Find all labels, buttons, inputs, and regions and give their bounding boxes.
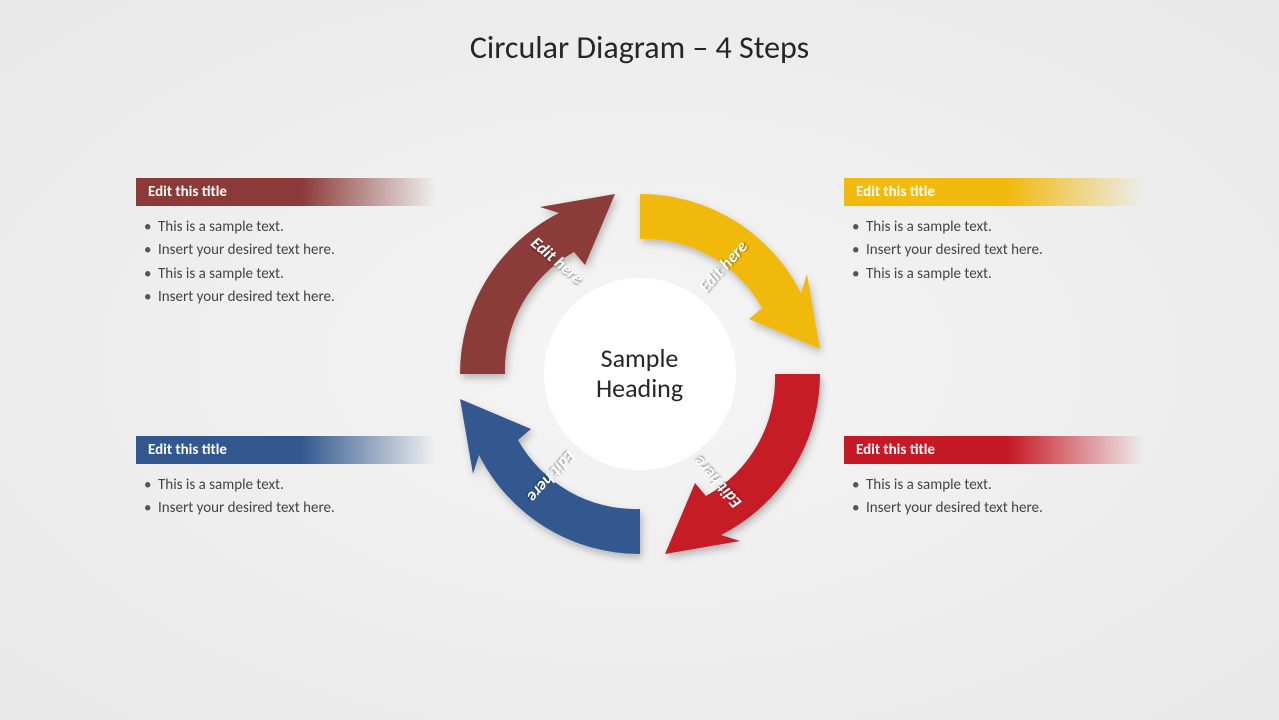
list-item: Insert your desired text here. (852, 497, 1144, 520)
callout-list-br: This is a sample text. Insert your desir… (852, 474, 1144, 521)
callout-top-right: Edit this title This is a sample text. I… (844, 178, 1144, 286)
list-item: Insert your desired text here. (144, 497, 436, 520)
page-title: Circular Diagram – 4 Steps (0, 28, 1279, 67)
list-item: Insert your desired text here. (144, 286, 436, 309)
center-heading: Sample Heading (596, 345, 683, 405)
callout-top-left: Edit this title This is a sample text. I… (136, 178, 436, 309)
list-item: Insert your desired text here. (852, 239, 1144, 262)
list-item: This is a sample text. (144, 474, 436, 497)
list-item: This is a sample text. (144, 263, 436, 286)
list-item: This is a sample text. (852, 216, 1144, 239)
callout-list-bl: This is a sample text. Insert your desir… (144, 474, 436, 521)
list-item: Insert your desired text here. (144, 239, 436, 262)
callout-bottom-right: Edit this title This is a sample text. I… (844, 436, 1144, 521)
list-item: This is a sample text. (852, 474, 1144, 497)
center-line1: Sample (601, 343, 679, 375)
callout-bar-tl: Edit this title (136, 178, 436, 206)
callout-bottom-left: Edit this title This is a sample text. I… (136, 436, 436, 521)
center-line2: Heading (596, 372, 683, 404)
callout-list-tr: This is a sample text. Insert your desir… (852, 216, 1144, 286)
list-item: This is a sample text. (144, 216, 436, 239)
callout-bar-br: Edit this title (844, 436, 1144, 464)
callout-list-tl: This is a sample text. Insert your desir… (144, 216, 436, 309)
callout-bar-bl: Edit this title (136, 436, 436, 464)
callout-bar-tr: Edit this title (844, 178, 1144, 206)
list-item: This is a sample text. (852, 263, 1144, 286)
circular-diagram: Sample Heading Edit here Edit here Edit … (450, 184, 830, 564)
